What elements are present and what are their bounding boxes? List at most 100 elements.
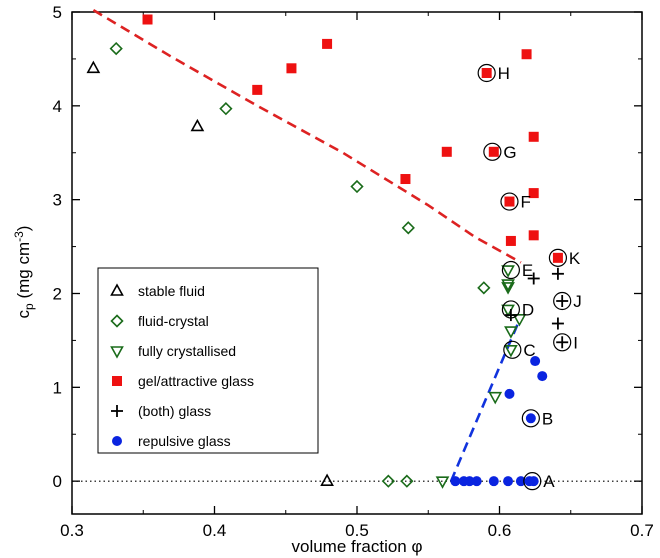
legend-marker [111, 405, 123, 417]
y-axis-label: cp (mg cm-3) [12, 226, 36, 319]
legend-label: stable fluid [138, 283, 205, 299]
highlight-ring [501, 300, 520, 319]
y-tick-label: 1 [53, 378, 62, 397]
y-axis-label-unit-sup: -3 [12, 231, 26, 242]
legend-marker [110, 346, 124, 359]
data-point-repulsive-glass [515, 476, 526, 487]
data-point-fully-crystallised [501, 279, 515, 292]
data-point-gel-attractive-glass [505, 235, 516, 246]
data-point-both-glass [556, 336, 569, 349]
data-point-stable-fluid [320, 473, 334, 486]
data-point-repulsive-glass [504, 388, 515, 399]
reference-line-dashed [92, 8, 522, 264]
point-label-f: F [520, 193, 530, 212]
x-tick-label: 0.7 [630, 521, 654, 540]
legend-marker [112, 436, 122, 446]
data-point-fully-crystallised [504, 344, 518, 358]
legend-box [97, 267, 319, 454]
data-points [86, 14, 569, 489]
data-point-fluid-crystal [401, 221, 415, 235]
highlight-ring [521, 409, 540, 428]
svg-text:cp (mg cm-3): cp (mg cm-3) [12, 226, 36, 319]
y-axis-label-unit-close: ) [14, 226, 33, 232]
point-label-i: I [573, 333, 578, 352]
y-tick-label: 4 [53, 97, 62, 116]
data-point-fully-crystallised [501, 265, 515, 278]
data-point-fluid-crystal [109, 41, 123, 56]
highlight-ring [483, 142, 502, 161]
y-tick-label: 3 [53, 191, 62, 210]
point-label-j: J [573, 292, 582, 311]
data-point-repulsive-glass [464, 476, 475, 487]
data-point-gel-attractive-glass [441, 146, 452, 157]
point-label-k: K [569, 249, 581, 268]
x-tick-label: 0.5 [345, 521, 369, 540]
data-point-fluid-crystal [350, 179, 364, 194]
data-point-gel-attractive-glass [252, 84, 263, 95]
reference-line-dashed [449, 319, 521, 482]
data-point-gel-attractive-glass [322, 38, 333, 49]
data-point-gel-attractive-glass [504, 196, 515, 207]
data-point-repulsive-glass [528, 476, 539, 487]
y-tick-label: 0 [53, 472, 62, 491]
data-point-fully-crystallised [501, 282, 515, 295]
data-point-gel-attractive-glass [142, 14, 153, 25]
y-axis-label-main: c [14, 309, 33, 318]
legend-label: (both) glass [138, 403, 211, 419]
highlight-ring [548, 248, 568, 267]
data-point-repulsive-glass [530, 356, 541, 367]
legend-label: fully crystallised [138, 343, 236, 359]
point-label-h: H [498, 64, 510, 83]
legend-marker [110, 283, 124, 296]
data-point-both-glass [504, 309, 517, 322]
data-point-gel-attractive-glass [528, 131, 539, 142]
data-point-gel-attractive-glass [521, 49, 532, 60]
highlight-ring [553, 333, 572, 352]
data-point-repulsive-glass [488, 476, 499, 487]
reference-lines [72, 8, 642, 482]
point-label-d: D [522, 300, 534, 319]
y-axis-label-unit: (mg cm [14, 242, 33, 299]
legend-marker [112, 376, 122, 386]
data-point-fluid-crystal [400, 474, 414, 488]
x-tick-label: 0.6 [488, 521, 512, 540]
legend-items: stable fluid fluid-crystal fully crystalli… [110, 283, 254, 449]
data-point-fully-crystallised [435, 476, 450, 489]
data-point-gel-attractive-glass [488, 146, 499, 157]
point-label-b: B [542, 409, 553, 428]
data-point-gel-attractive-glass [286, 63, 297, 74]
data-point-fluid-crystal [219, 102, 233, 116]
data-point-fully-crystallised [504, 326, 518, 339]
data-point-gel-attractive-glass [528, 188, 539, 199]
data-point-gel-attractive-glass [528, 230, 539, 241]
data-point-gel-attractive-glass [552, 252, 563, 263]
data-point-both-glass [551, 267, 564, 280]
y-tick-label: 5 [53, 3, 62, 22]
x-axis-label: volume fraction φ [291, 537, 422, 556]
data-point-repulsive-glass [537, 371, 548, 382]
highlight-ring [503, 340, 522, 359]
data-point-fully-crystallised [488, 391, 503, 405]
point-label-e: E [522, 261, 533, 280]
legend-label: repulsive glass [138, 433, 231, 449]
data-point-both-glass [527, 272, 540, 285]
highlight-ring [501, 260, 520, 280]
data-point-fluid-crystal [477, 281, 491, 295]
point-label-g: G [503, 143, 516, 162]
legend-label: gel/attractive glass [138, 373, 254, 389]
legend-label: fluid-crystal [138, 313, 209, 329]
data-point-fully-crystallised [512, 314, 527, 327]
data-point-gel-attractive-glass [481, 67, 492, 78]
data-point-fluid-crystal [381, 474, 395, 488]
x-tick-label: 0.4 [203, 521, 227, 540]
data-point-gel-attractive-glass [400, 174, 411, 185]
data-point-repulsive-glass [471, 476, 482, 487]
highlight-ring [477, 63, 496, 83]
point-label-c: C [523, 341, 535, 360]
data-point-stable-fluid [86, 60, 101, 74]
data-point-both-glass [551, 317, 564, 330]
data-point-stable-fluid [190, 118, 205, 132]
highlight-ring [523, 472, 542, 491]
highlight-ring [553, 291, 572, 311]
